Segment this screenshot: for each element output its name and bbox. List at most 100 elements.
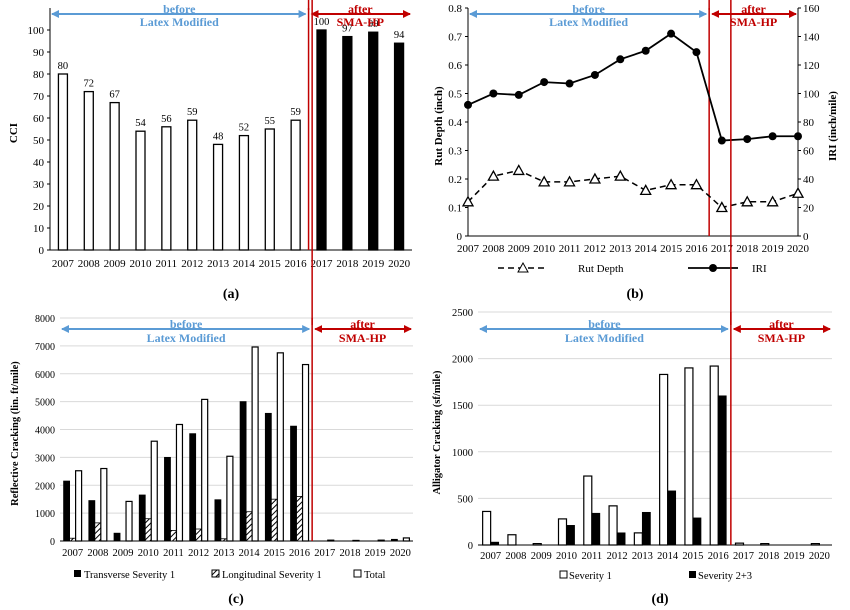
legend-rut-label: Rut Depth [578, 263, 624, 275]
longitudinal-bar [144, 518, 152, 542]
y-tick-label: 500 [457, 494, 473, 505]
panel-caption-d: (d) [651, 592, 668, 607]
x-tick-label: 2015 [259, 258, 282, 270]
x-tick-label: 2017 [711, 243, 734, 255]
x-tick-label: 2014 [635, 243, 658, 255]
severity1-bar [684, 367, 694, 546]
x-tick-label: 2007 [52, 258, 75, 270]
x-tick-label: 2010 [130, 258, 153, 270]
rut-depth-point [766, 195, 779, 207]
y-tick-label: 10 [33, 223, 45, 235]
y-tick-label: 60 [33, 113, 45, 125]
panel-a-cci-chart: 0 10 20 30 40 50 60 70 80 90 100 CCI 80 2007 72 2008 67 2… [8, 0, 412, 302]
iri-point [514, 90, 523, 99]
y-left-tick-label: 0.6 [448, 60, 462, 72]
severity23-bar [717, 395, 727, 546]
total-bar [377, 539, 385, 542]
y-right-tick-label: 40 [803, 174, 815, 186]
total-bar [125, 500, 133, 542]
before-label: before [163, 2, 196, 16]
x-tick-label: 2008 [87, 548, 108, 559]
iri-point [768, 132, 777, 141]
y-tick-label: 2000 [452, 355, 473, 366]
y-tick-label: 1500 [452, 401, 473, 412]
severity1-bar [760, 543, 770, 546]
x-tick-label: 2009 [508, 243, 531, 255]
iri-point [641, 46, 650, 55]
after-label-material: SMA-HP [339, 331, 386, 345]
rut-depth-point [538, 175, 551, 187]
y-tick-label: 6000 [35, 370, 55, 381]
cci-bar [342, 35, 353, 251]
x-tick-label: 2010 [556, 551, 577, 562]
severity23-bar [667, 490, 677, 546]
iri-point [464, 100, 472, 109]
x-tick-label: 2015 [264, 548, 285, 559]
iri-line [467, 32, 798, 142]
rut-depth-point [791, 186, 805, 198]
after-label-material: SMA-HP [337, 15, 384, 29]
x-tick-label: 2016 [708, 551, 729, 562]
before-label-material: Latex Modified [140, 15, 219, 29]
y-left-tick-label: 0 [457, 231, 463, 243]
iri-point [692, 48, 701, 57]
rut-depth-point [690, 178, 703, 190]
y-right-tick-label: 0 [803, 231, 809, 243]
iri-point [616, 55, 625, 64]
cci-bar [290, 119, 301, 251]
x-tick-label: 2017 [733, 551, 754, 562]
x-tick-label: 2013 [609, 243, 632, 255]
before-label: before [572, 2, 605, 16]
cci-bar [57, 73, 69, 251]
iri-point [743, 135, 752, 144]
x-tick-label: 2008 [505, 551, 526, 562]
y-left-tick-label: 0.1 [448, 203, 462, 215]
rut-depth-point [461, 195, 475, 207]
severity23-bar [566, 525, 575, 546]
transverse-bar [88, 500, 96, 542]
cci-bar [393, 42, 405, 251]
after-label-material: SMA-HP [730, 15, 777, 29]
iri-point [565, 79, 574, 88]
cci-bar [109, 101, 120, 251]
y-tick-label: 5000 [35, 398, 55, 409]
cci-data-label: 59 [290, 107, 301, 118]
before-label-material: Latex Modified [565, 331, 644, 345]
cci-data-label: 67 [109, 90, 120, 101]
x-tick-label: 2009 [113, 548, 134, 559]
cci-bar [83, 90, 94, 251]
rut-depth-point [487, 169, 500, 181]
cci-bar [135, 130, 146, 251]
y-left-tick-label: 0.5 [448, 89, 462, 101]
y-tick-label: 90 [33, 47, 45, 59]
x-tick-label: 2007 [480, 551, 501, 562]
severity1-bar [507, 534, 517, 546]
x-tick-label: 2016 [285, 258, 308, 270]
legend-transverse-swatch [74, 570, 81, 577]
y-tick-label: 2000 [35, 481, 55, 492]
panel-c-reflective-cracking-chart: 010002000300040005000600070008000Reflect… [10, 0, 413, 607]
panel-caption-c: (c) [228, 592, 244, 607]
longitudinal-bar [69, 537, 77, 542]
rut-depth-point [563, 175, 576, 187]
iri-point [717, 136, 726, 145]
x-tick-label: 2009 [531, 551, 552, 562]
rut-depth-point [512, 164, 525, 176]
x-tick-label: 2012 [607, 551, 628, 562]
y-tick-label: 8000 [35, 314, 55, 325]
longitudinal-bar [296, 495, 303, 542]
cci-data-label: 80 [58, 61, 69, 72]
cci-data-label: 52 [239, 123, 250, 134]
x-tick-label: 2011 [559, 243, 581, 255]
cci-data-label: 56 [161, 114, 172, 125]
total-bar [75, 470, 83, 542]
y-right-tick-label: 20 [803, 203, 815, 215]
cci-data-label: 97 [342, 24, 353, 35]
x-tick-label: 2017 [311, 258, 334, 270]
transverse-bar [390, 538, 398, 542]
severity23-bar [641, 511, 651, 546]
x-tick-label: 2013 [213, 548, 234, 559]
before-label: before [588, 317, 621, 331]
x-tick-label: 2013 [207, 258, 230, 270]
x-tick-label: 2014 [239, 548, 261, 559]
